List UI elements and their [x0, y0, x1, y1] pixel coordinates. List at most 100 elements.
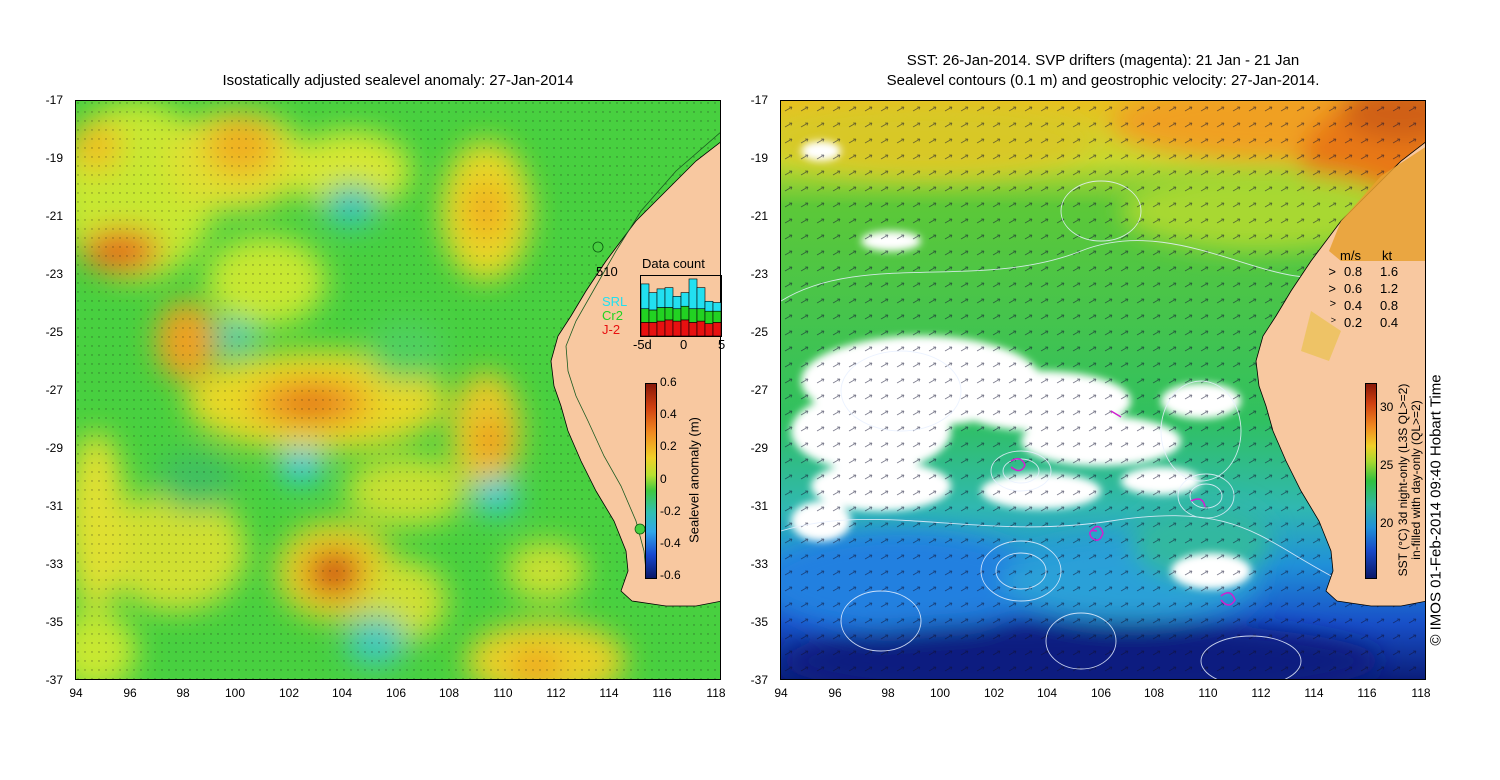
imos-credit: © IMOS 01-Feb-2014 09:40 Hobart Time [1427, 374, 1445, 646]
left-x-tick: 96 [123, 686, 137, 700]
left-y-tick: -19 [45, 151, 63, 165]
right-x-tick: 96 [828, 686, 842, 700]
data-count-bar-segment [672, 320, 682, 337]
drifter-tracks [1010, 410, 1236, 606]
dc-x-tick: 0 [680, 337, 688, 352]
data-count-bar-segment [648, 322, 658, 337]
right-x-tick: 106 [1090, 686, 1112, 700]
right-x-tick: 116 [1357, 686, 1377, 700]
data-count-bar-segment [656, 320, 666, 337]
data-count-bar-segment [664, 287, 674, 308]
sealevel-anomaly-field [76, 101, 720, 679]
right-y-tick: -25 [750, 325, 768, 339]
sealevel-colorbar-tick: -0.4 [660, 536, 681, 550]
data-count-max: 510 [596, 264, 618, 279]
data-count-bar-segment [640, 322, 650, 337]
sealevel-colorbar-tick: 0.6 [660, 375, 677, 389]
right-y-tick: -27 [750, 383, 768, 397]
sst-colorbar-tick: 20 [1380, 516, 1394, 530]
speed-ms-value: 0.4 [1344, 298, 1363, 313]
left-x-tick: 110 [493, 686, 513, 700]
sealevel-colorbar-label: Sealevel anomaly (m) [686, 417, 702, 543]
right-x-tick: 100 [929, 686, 951, 700]
sealevel-colorbar-tick: -0.2 [660, 504, 681, 518]
right-y-tick: -19 [750, 151, 768, 165]
sealevel-colorbar-tick: 0.4 [660, 407, 677, 421]
right-panel-title-1: SST: 26-Jan-2014. SVP drifters (magenta)… [906, 52, 1300, 69]
legend-cr2: Cr2 [602, 308, 623, 323]
right-panel-title-2: Sealevel contours (0.1 m) and geostrophi… [886, 72, 1320, 89]
right-x-tick: 94 [774, 686, 788, 700]
speed-kt-value: 0.8 [1380, 298, 1399, 313]
data-count-bar-segment [640, 283, 650, 310]
sst-colorbar-gradient [1365, 383, 1377, 579]
left-y-tick: -17 [45, 93, 63, 107]
right-x-tick: 118 [1411, 686, 1431, 700]
right-y-tick: -31 [750, 499, 768, 513]
right-y-tick: -29 [750, 441, 768, 455]
dc-x-tick: -5d [633, 337, 652, 352]
data-count-bar-segment [648, 292, 658, 311]
sst-colorbar-label-1: SST (°C) 3d night-only (L3S QL>=2) [1396, 383, 1410, 577]
sst-colorbar-label-2: in-filled with day-only (QL>=2) [1409, 400, 1423, 560]
left-y-tick: -25 [45, 325, 63, 339]
left-x-tick: 116 [652, 686, 672, 700]
data-count-bar-segment [680, 319, 690, 337]
right-x-tick: 104 [1036, 686, 1058, 700]
data-count-bar-segment [696, 320, 706, 337]
left-x-tick: 100 [224, 686, 246, 700]
speed-arrow-icon: > [1328, 264, 1336, 279]
data-count-bar-segment [712, 302, 722, 312]
speed-ms-value: 0.6 [1344, 281, 1363, 296]
left-x-tick: 94 [69, 686, 83, 700]
sealevel-colorbar-tick: 0.2 [660, 439, 677, 453]
sealevel-anomaly-map[interactable] [75, 100, 721, 680]
speed-kt-value: 1.2 [1380, 281, 1399, 296]
sst-map[interactable] [780, 100, 1426, 680]
right-x-tick: 110 [1198, 686, 1218, 700]
right-x-tick: 98 [881, 686, 895, 700]
right-y-tick: -37 [750, 673, 768, 687]
data-count-bar-segment [680, 305, 690, 321]
sealevel-colorbar-tick: -0.6 [660, 568, 681, 582]
speed-header-ms: m/s [1340, 248, 1361, 263]
right-x-tick: 102 [983, 686, 1005, 700]
left-x-tick: 102 [278, 686, 300, 700]
right-y-tick: -33 [750, 557, 768, 571]
left-y-tick: -35 [45, 615, 63, 629]
left-y-tick: -21 [45, 209, 63, 223]
data-count-bar-segment [704, 323, 714, 337]
data-count-bar-segment [664, 307, 674, 321]
left-y-tick: -37 [45, 673, 63, 687]
sst-colorbar-tick: 30 [1380, 400, 1394, 414]
left-y-tick: -33 [45, 557, 63, 571]
left-y-tick: -31 [45, 499, 63, 513]
legend-j2: J-2 [602, 322, 621, 337]
left-y-tick: -29 [45, 441, 63, 455]
data-count-chart [640, 275, 722, 337]
speed-arrow-icon: > [1328, 281, 1336, 296]
speed-arrow-icon: > [1329, 298, 1336, 310]
speed-kt-value: 0.4 [1380, 315, 1399, 330]
speed-header-kt: kt [1382, 248, 1393, 263]
australia-land [550, 142, 720, 607]
left-y-tick: -23 [45, 267, 63, 281]
right-x-tick: 108 [1143, 686, 1165, 700]
data-count-bar-segment [680, 292, 690, 307]
data-count-bar-segment [672, 296, 682, 310]
left-panel-title: Isostatically adjusted sealevel anomaly:… [222, 72, 574, 89]
left-y-tick: -27 [45, 383, 63, 397]
sealevel-colorbar-gradient [645, 383, 657, 579]
sealevel-contours [781, 180, 1342, 679]
left-x-tick: 98 [176, 686, 190, 700]
sst-colorbar-tick: 25 [1380, 458, 1394, 472]
data-count-bar-segment [688, 278, 698, 310]
left-x-tick: 112 [546, 686, 566, 700]
right-y-tick: -35 [750, 615, 768, 629]
data-count-bar-segment [672, 308, 682, 322]
right-y-tick: -17 [750, 93, 768, 107]
data-count-bar-segment [696, 308, 706, 322]
data-count-bar-segment [640, 308, 650, 323]
right-y-tick: -23 [750, 267, 768, 281]
data-count-bar-segment [704, 300, 714, 312]
